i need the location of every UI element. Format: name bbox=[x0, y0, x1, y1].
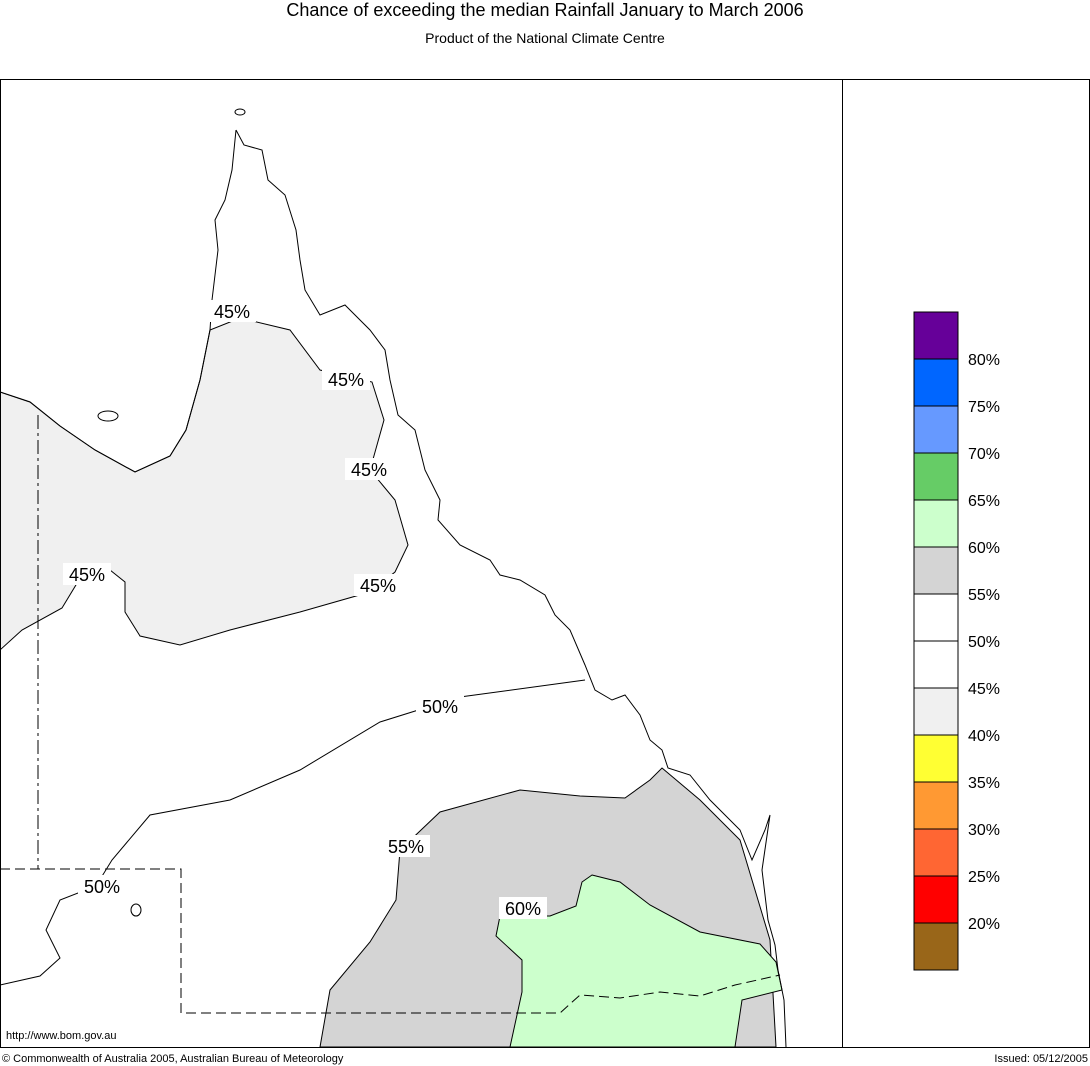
title: Chance of exceeding the median Rainfall … bbox=[286, 0, 803, 20]
url: http://www.bom.gov.au bbox=[6, 1030, 116, 1042]
legend-swatch bbox=[913, 781, 959, 830]
legend-swatch bbox=[913, 922, 959, 971]
contour-label-bg bbox=[499, 897, 547, 919]
legend-swatch bbox=[913, 311, 959, 360]
subtitle: Product of the National Climate Centre bbox=[425, 30, 665, 46]
contour-label: 60% bbox=[505, 899, 541, 919]
contour-label-bg bbox=[63, 563, 111, 585]
contour-label-bg bbox=[208, 300, 256, 322]
state-border bbox=[0, 868, 781, 1014]
legend-swatch bbox=[913, 687, 959, 736]
coastline bbox=[0, 129, 787, 1048]
contour-label: 50% bbox=[422, 697, 458, 717]
copyright: © Commonwealth of Australia 2005, Austra… bbox=[2, 1053, 344, 1065]
contour-label: 55% bbox=[388, 837, 424, 857]
legend-swatch bbox=[913, 546, 959, 595]
legend-label: 80% bbox=[968, 352, 1000, 369]
legend-swatch bbox=[913, 734, 959, 783]
contour-label-bg bbox=[416, 695, 464, 717]
legend-label: 75% bbox=[968, 399, 1000, 416]
region-40-45 bbox=[0, 317, 409, 651]
legend-swatch bbox=[913, 875, 959, 924]
legend-swatch bbox=[913, 452, 959, 501]
lake bbox=[130, 903, 142, 917]
legend-label: 20% bbox=[968, 916, 1000, 933]
island bbox=[234, 108, 246, 116]
legend-label: 35% bbox=[968, 775, 1000, 792]
island bbox=[97, 410, 119, 422]
legend-label: 45% bbox=[968, 681, 1000, 698]
legend: 80% 75% 70% 65% 60% 55% 50% 45% 40% 35% 30% 25% 20% bbox=[913, 311, 1000, 971]
contour-label-bg bbox=[354, 574, 402, 596]
contour-label: 45% bbox=[360, 576, 396, 596]
legend-label: 40% bbox=[968, 728, 1000, 745]
contour-label-bg bbox=[382, 835, 430, 857]
map: 45% 45% 45% 45% 45% 50% 50% 55% 60% http://www.b… bbox=[0, 108, 787, 1048]
contour-label: 45% bbox=[69, 565, 105, 585]
legend-label: 70% bbox=[968, 446, 1000, 463]
contour-label: 50% bbox=[84, 877, 120, 897]
legend-label: 25% bbox=[968, 869, 1000, 886]
legend-label: 60% bbox=[968, 540, 1000, 557]
legend-label: 55% bbox=[968, 587, 1000, 604]
contour-label-bg bbox=[322, 368, 370, 390]
legend-swatch bbox=[913, 593, 959, 642]
contour-label: 45% bbox=[328, 370, 364, 390]
legend-swatch bbox=[913, 405, 959, 454]
contour-label: 45% bbox=[351, 460, 387, 480]
contour-50 bbox=[0, 679, 586, 986]
legend-label: 65% bbox=[968, 493, 1000, 510]
legend-swatch bbox=[913, 499, 959, 548]
legend-label: 50% bbox=[968, 634, 1000, 651]
legend-label: 30% bbox=[968, 822, 1000, 839]
legend-swatch bbox=[913, 640, 959, 689]
contour-label-bg bbox=[78, 875, 126, 897]
contour-label: 45% bbox=[214, 302, 250, 322]
contour-label-bg bbox=[345, 458, 393, 480]
legend-swatch bbox=[913, 358, 959, 407]
issued: Issued: 05/12/2005 bbox=[994, 1053, 1088, 1065]
legend-swatch bbox=[913, 828, 959, 877]
